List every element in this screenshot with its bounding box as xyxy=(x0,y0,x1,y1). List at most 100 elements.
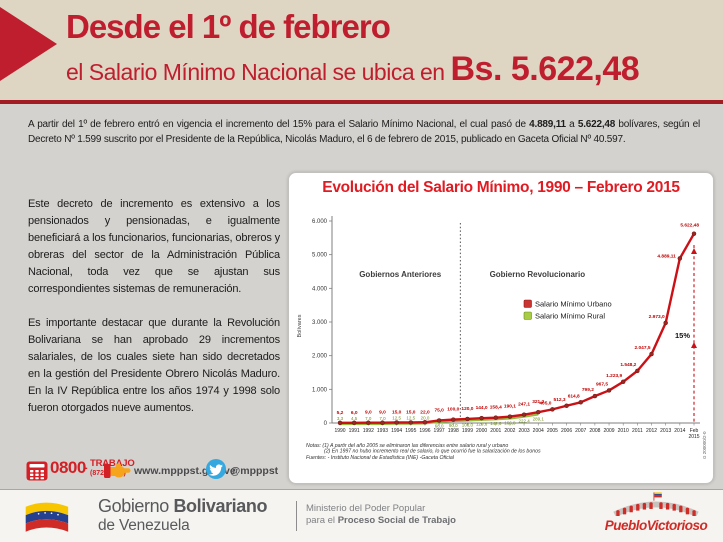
svg-text:2009: 2009 xyxy=(603,428,614,434)
gov-word-2: Bolivariano xyxy=(173,496,268,516)
svg-text:2010: 2010 xyxy=(618,428,629,434)
phone-word: TRABAJO xyxy=(90,458,135,469)
ministry-line2-name: Proceso Social de Trabajo xyxy=(337,515,456,526)
intro-text-1: A partir del 1º de febrero entró en vige… xyxy=(28,119,530,130)
crowd-icon xyxy=(613,492,699,517)
svg-text:Gobierno Revolucionario: Gobierno Revolucionario xyxy=(490,270,586,279)
svg-text:1998: 1998 xyxy=(448,428,459,434)
svg-text:1.223,9: 1.223,9 xyxy=(606,373,622,379)
svg-text:5.622,48: 5.622,48 xyxy=(680,223,699,229)
svg-text:799,2: 799,2 xyxy=(582,387,594,393)
phone-number: 0800 xyxy=(50,458,86,477)
svg-text:G 200000/2-0: G 200000/2-0 xyxy=(702,431,707,459)
svg-text:Gobiernos Anteriores: Gobiernos Anteriores xyxy=(359,270,441,279)
paragraph-decreto: Este decreto de incremento es extensivo … xyxy=(28,198,280,295)
ministry-text: Ministerio del Poder Popular para el Pro… xyxy=(306,503,456,527)
svg-text:967,5: 967,5 xyxy=(596,381,608,387)
svg-text:20,0: 20,0 xyxy=(421,415,430,420)
svg-text:129,6: 129,6 xyxy=(476,422,488,427)
intro-paragraph: A partir del 1º de febrero entró en vige… xyxy=(28,117,700,147)
svg-text:1996: 1996 xyxy=(419,428,430,434)
svg-text:2.973,0: 2.973,0 xyxy=(649,314,665,320)
svg-text:Notas: (1) A partir del año 20: Notas: (1) A partir del año 2005 se elim… xyxy=(306,443,508,449)
svg-text:2012: 2012 xyxy=(646,428,657,434)
svg-text:75,0: 75,0 xyxy=(434,407,444,413)
svg-text:108,0: 108,0 xyxy=(462,422,474,427)
brand-bar: Gobierno Bolivariano de Venezuela Minist… xyxy=(0,489,723,542)
phone-icon xyxy=(26,461,48,481)
new-salary-value: 5.622,48 xyxy=(577,119,616,130)
svg-text:2002: 2002 xyxy=(504,428,515,434)
svg-text:2004: 2004 xyxy=(533,428,544,434)
intro-text-2: a xyxy=(565,119,578,130)
svg-text:12,5: 12,5 xyxy=(406,416,415,421)
svg-text:4.000: 4.000 xyxy=(312,286,328,292)
header-divider xyxy=(0,100,723,104)
pointing-hand-icon xyxy=(104,463,131,478)
chart-title: Evolución del Salario Mínimo, 1990 – Feb… xyxy=(322,179,680,196)
svg-text:2015: 2015 xyxy=(688,434,699,440)
ministry-line2-prefix: para el xyxy=(306,515,338,526)
svg-text:1991: 1991 xyxy=(349,428,360,434)
svg-text:2008: 2008 xyxy=(589,428,600,434)
salary-evolution-chart-panel: Evolución del Salario Mínimo, 1990 – Feb… xyxy=(288,172,714,484)
svg-text:2007: 2007 xyxy=(575,428,586,434)
svg-text:2005: 2005 xyxy=(547,428,558,434)
svg-text:(2) En 1997 no hubo incremento: (2) En 1997 no hubo incremento real de s… xyxy=(324,449,541,455)
svg-text:2003: 2003 xyxy=(519,428,530,434)
svg-text:1994: 1994 xyxy=(391,428,402,434)
salary-amount: Bs. 5.622,48 xyxy=(450,50,640,88)
svg-text:6.000: 6.000 xyxy=(312,219,328,225)
svg-text:1.000: 1.000 xyxy=(312,387,328,393)
pueblo-victorioso-logo: PuebloVictorioso xyxy=(601,492,711,533)
svg-text:289,1: 289,1 xyxy=(533,416,545,421)
svg-text:247,1: 247,1 xyxy=(518,402,530,408)
svg-text:5,2: 5,2 xyxy=(337,410,344,416)
svg-text:22,0: 22,0 xyxy=(420,409,430,415)
svg-text:15,0: 15,0 xyxy=(392,409,402,415)
svg-text:2.000: 2.000 xyxy=(312,354,328,360)
svg-text:142,6: 142,6 xyxy=(490,421,502,426)
svg-text:158,4: 158,4 xyxy=(490,405,502,411)
svg-text:12,5: 12,5 xyxy=(392,416,401,421)
paragraph-revolucion: Es importante destacar que durante la Re… xyxy=(28,317,280,414)
svg-text:4,5: 4,5 xyxy=(351,416,358,421)
svg-text:Bolívares: Bolívares xyxy=(297,314,303,337)
svg-text:2013: 2013 xyxy=(660,428,671,434)
intro-text-3: bolívares, según el Decreto Nº 1.599 sus… xyxy=(28,119,700,145)
svg-text:222,4: 222,4 xyxy=(518,419,530,424)
svg-text:15%: 15% xyxy=(675,331,690,340)
svg-text:512,3: 512,3 xyxy=(554,397,566,403)
svg-text:144,0: 144,0 xyxy=(476,405,488,411)
svg-text:Salario Mínimo Urbano: Salario Mínimo Urbano xyxy=(535,299,612,308)
twitter-icon xyxy=(206,459,226,479)
svg-text:1995: 1995 xyxy=(405,428,416,434)
header-banner: Desde el 1º de febrero el Salario Mínimo… xyxy=(0,0,723,100)
svg-text:4.889,11: 4.889,11 xyxy=(657,253,676,259)
svg-text:1997: 1997 xyxy=(434,428,445,434)
salary-evolution-chart: 6.000 5.000 4.000 3.000 2.000 1.000 0 Bolívares… xyxy=(297,216,707,461)
svg-text:Fuentes: - Instituto Nacional: Fuentes: - Instituto Nacional de Estadís… xyxy=(306,455,455,461)
svg-text:7,0: 7,0 xyxy=(365,416,372,421)
svg-text:1992: 1992 xyxy=(363,428,374,434)
headline-prefix: el Salario Mínimo Nacional se ubica en xyxy=(66,59,451,85)
svg-text:321,2: 321,2 xyxy=(532,399,544,405)
svg-text:5.000: 5.000 xyxy=(312,253,328,259)
arrow-right-icon xyxy=(0,7,57,81)
svg-text:1990: 1990 xyxy=(334,428,345,434)
svg-text:0: 0 xyxy=(324,421,328,427)
svg-text:190,1: 190,1 xyxy=(504,404,516,410)
svg-text:15,0: 15,0 xyxy=(406,409,416,415)
svg-text:2006: 2006 xyxy=(561,428,572,434)
brand-divider xyxy=(296,501,297,531)
twitter-handle[interactable]: @mpppst xyxy=(230,465,279,477)
ministry-line1: Ministerio del Poder Popular xyxy=(306,503,426,514)
phone-dash: - xyxy=(84,462,88,474)
svg-text:2011: 2011 xyxy=(632,428,643,434)
svg-text:166,8: 166,8 xyxy=(504,420,516,425)
svg-text:120,0: 120,0 xyxy=(461,406,473,412)
svg-text:1993: 1993 xyxy=(377,428,388,434)
svg-text:405,0: 405,0 xyxy=(539,400,551,406)
svg-text:2000: 2000 xyxy=(476,428,487,434)
